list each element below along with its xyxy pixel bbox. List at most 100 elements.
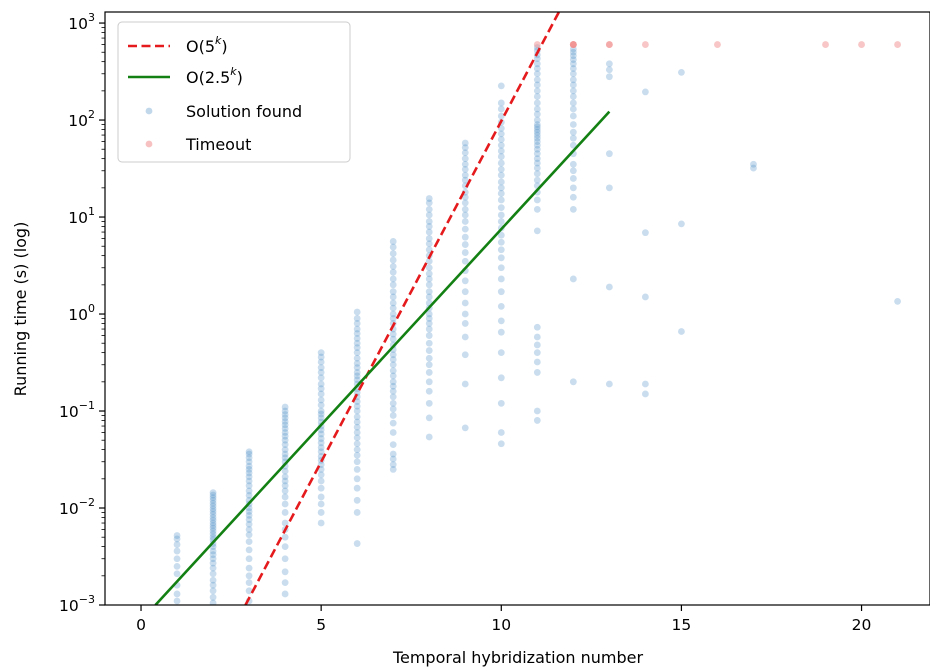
data-point [281, 467, 289, 475]
data-point [209, 505, 217, 513]
data-point [389, 372, 397, 380]
data-point [209, 576, 217, 584]
y-tick-label: 103 [68, 11, 95, 33]
data-point [497, 302, 505, 310]
data-point [605, 150, 613, 158]
data-point [353, 475, 361, 483]
data-point [317, 500, 325, 508]
data-point [425, 325, 433, 333]
series-timeout [533, 41, 901, 48]
data-point [245, 572, 253, 580]
data-point [317, 435, 325, 442]
data-point [425, 257, 433, 265]
data-point [533, 333, 541, 341]
data-point [389, 299, 397, 307]
data-point [245, 546, 253, 554]
data-point [533, 358, 541, 366]
data-point [497, 147, 505, 155]
data-point [461, 310, 469, 318]
data-point [209, 524, 217, 532]
y-tick-label: 102 [68, 108, 95, 130]
data-point [461, 155, 469, 163]
data-point [497, 211, 505, 219]
data-point [425, 387, 433, 395]
data-point [497, 184, 505, 192]
data-point [497, 238, 505, 246]
data-point [209, 502, 217, 510]
data-point [173, 532, 181, 539]
data-point [497, 218, 505, 225]
data-point [353, 423, 361, 431]
data-point [317, 364, 325, 372]
data-point [353, 509, 361, 516]
data-point [497, 141, 505, 149]
data-point [173, 541, 181, 548]
data-point [497, 82, 505, 90]
data-point [461, 257, 469, 265]
x-tick-label: 5 [316, 616, 326, 634]
fit-line-o2-5k [154, 110, 611, 605]
data-point [533, 110, 541, 118]
data-point [281, 436, 289, 444]
data-point [317, 448, 325, 456]
data-point [533, 323, 541, 331]
data-point [569, 134, 577, 142]
data-point [353, 446, 361, 454]
data-point [353, 369, 361, 376]
data-point [425, 270, 433, 278]
data-point [605, 73, 613, 81]
data-point [425, 320, 433, 327]
data-point [497, 105, 505, 113]
data-point [569, 93, 577, 100]
axes: 0 5 10 15 20 10−3 10−2 10−1 100 101 102 103 [59, 11, 930, 634]
data-point [714, 41, 721, 48]
legend: O(5k) O(2.5k) Solution found Timeout [117, 21, 351, 163]
data-point [209, 564, 217, 572]
data-point [497, 112, 505, 120]
data-point [353, 339, 361, 347]
data-point [497, 264, 505, 272]
data-point [533, 159, 541, 167]
data-point [569, 193, 577, 201]
data-point [569, 105, 577, 113]
data-point [497, 204, 505, 212]
data-point [533, 145, 541, 153]
data-point [389, 378, 397, 386]
data-point [317, 509, 325, 516]
data-point [533, 176, 541, 184]
data-point [425, 218, 433, 225]
data-point [678, 68, 685, 76]
data-point [425, 361, 433, 369]
data-point [533, 65, 541, 72]
data-point [569, 205, 577, 213]
data-point [389, 310, 397, 318]
legend-label: O(5k) [186, 34, 228, 56]
x-tick-label: 20 [852, 616, 872, 634]
data-point [209, 516, 217, 524]
data-point [245, 482, 253, 490]
data-point [173, 597, 181, 605]
data-point [209, 496, 217, 504]
data-point [389, 461, 397, 469]
data-point [245, 469, 253, 477]
data-point [461, 160, 469, 168]
data-point [641, 380, 649, 388]
data-point [209, 530, 217, 538]
data-point [605, 41, 613, 48]
data-point [425, 399, 433, 407]
data-point [569, 70, 577, 78]
data-point [858, 41, 865, 48]
data-point [425, 433, 433, 441]
data-point [461, 211, 469, 219]
data-point [245, 555, 253, 563]
data-point [569, 275, 577, 283]
data-point [389, 238, 397, 245]
data-point [497, 246, 505, 254]
data-point [245, 458, 253, 466]
data-point [245, 473, 253, 481]
data-point [281, 421, 289, 429]
data-point [497, 254, 505, 262]
data-point [533, 41, 541, 48]
data-point [281, 418, 289, 425]
data-point [281, 414, 289, 422]
